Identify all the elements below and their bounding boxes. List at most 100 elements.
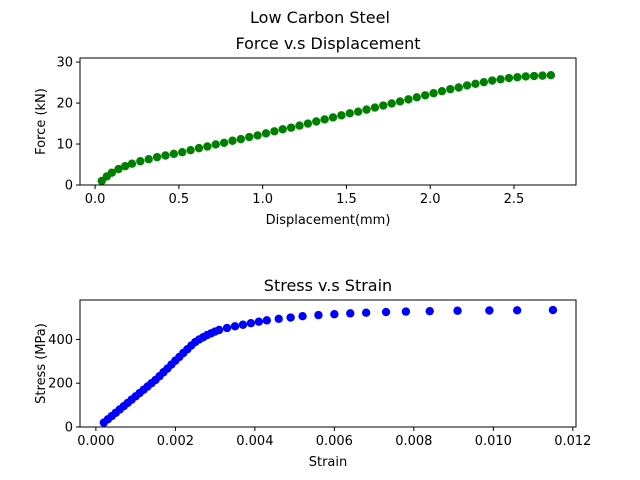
y-axis-label: Force (kN) xyxy=(34,88,49,155)
data-point xyxy=(194,143,204,153)
data-point xyxy=(270,127,279,136)
data-point xyxy=(529,71,539,81)
x-tick-label: 2.0 xyxy=(420,192,441,207)
data-point xyxy=(379,101,388,110)
data-point xyxy=(298,312,307,321)
plot-title: Stress v.s Strain xyxy=(264,276,392,295)
data-point xyxy=(136,157,145,166)
data-point xyxy=(453,306,462,315)
data-point xyxy=(254,317,264,326)
y-tick-label: 400 xyxy=(48,333,73,348)
x-tick-label: 0.010 xyxy=(475,434,512,449)
x-tick-label: 0.002 xyxy=(157,434,194,449)
data-point xyxy=(286,313,295,322)
data-point xyxy=(345,109,354,118)
y-tick-label: 20 xyxy=(56,97,73,112)
data-point xyxy=(353,107,363,116)
data-point xyxy=(401,307,411,316)
stress-strain-plot: Stress v.s Strain Strain Stress (MPa) 0.… xyxy=(34,276,591,470)
data-point xyxy=(429,89,438,98)
data-point xyxy=(236,134,246,144)
data-point xyxy=(513,73,522,82)
x-tick-label: 0.000 xyxy=(77,434,114,449)
data-point xyxy=(278,125,287,134)
data-point xyxy=(230,322,240,331)
data-point xyxy=(485,306,494,315)
x-tick-label: 0.5 xyxy=(169,192,190,207)
data-point xyxy=(454,83,463,92)
y-tick-label: 10 xyxy=(56,138,73,153)
data-point xyxy=(245,132,254,142)
x-tick-label: 0.0 xyxy=(85,192,106,207)
x-axis-label: Strain xyxy=(309,455,348,470)
data-point xyxy=(228,136,237,145)
data-point xyxy=(328,113,338,122)
data-point xyxy=(286,123,296,132)
data-point xyxy=(425,306,434,316)
plot-frame xyxy=(79,57,577,186)
force-displacement-plot: Force v.s Displacement Displacement(mm) … xyxy=(34,34,577,228)
data-point xyxy=(395,97,405,106)
data-point xyxy=(496,75,505,84)
plot-title: Force v.s Displacement xyxy=(235,34,420,53)
data-point xyxy=(211,140,220,149)
x-axis-label: Displacement(mm) xyxy=(266,213,391,228)
data-point xyxy=(361,308,371,317)
data-point xyxy=(546,71,556,80)
data-point xyxy=(274,314,283,324)
data-point xyxy=(504,73,514,83)
data-point xyxy=(314,310,323,320)
data-point xyxy=(295,121,304,130)
x-tick-label: 0.004 xyxy=(236,434,273,449)
data-point xyxy=(462,81,472,90)
data-point xyxy=(370,103,380,112)
x-tick-label: 1.0 xyxy=(252,192,273,207)
y-tick-label: 30 xyxy=(56,56,73,71)
data-point xyxy=(362,105,371,114)
data-point xyxy=(253,131,262,140)
data-point xyxy=(387,99,396,108)
data-point xyxy=(512,306,522,315)
data-point xyxy=(521,72,530,81)
x-tick-label: 0.012 xyxy=(554,434,591,449)
figure-title: Low Carbon Steel xyxy=(250,8,390,27)
data-point xyxy=(114,164,123,174)
data-point xyxy=(404,95,413,104)
data-point xyxy=(178,148,187,157)
y-axis-label: Stress (MPa) xyxy=(34,323,49,404)
data-point xyxy=(214,325,224,335)
data-point xyxy=(330,310,339,319)
data-point xyxy=(203,142,212,151)
data-point xyxy=(246,319,256,328)
x-tick-label: 1.5 xyxy=(336,192,357,207)
data-point xyxy=(312,117,321,126)
data-point xyxy=(420,91,430,100)
x-tick-label: 0.006 xyxy=(316,434,353,449)
data-point xyxy=(303,119,313,128)
data-point xyxy=(161,151,170,160)
data-point xyxy=(479,77,489,87)
data-point xyxy=(127,159,137,168)
data-point xyxy=(538,71,547,80)
data-point xyxy=(152,152,162,162)
data-point xyxy=(219,138,229,147)
data-point xyxy=(144,154,153,164)
data-point xyxy=(381,307,391,317)
data-point xyxy=(222,323,232,333)
data-point xyxy=(320,115,329,124)
x-tick-label: 2.5 xyxy=(504,192,525,207)
y-tick-label: 0 xyxy=(65,179,73,194)
data-point xyxy=(346,309,355,318)
data-point xyxy=(262,316,271,325)
data-point xyxy=(548,305,558,315)
data-point xyxy=(337,111,346,120)
data-point xyxy=(446,84,455,94)
x-tick-label: 0.008 xyxy=(395,434,432,449)
data-point xyxy=(121,161,130,171)
data-point xyxy=(107,168,117,177)
data-point xyxy=(412,93,422,102)
data-point xyxy=(186,145,195,155)
data-point xyxy=(437,86,447,96)
data-point xyxy=(261,129,271,138)
